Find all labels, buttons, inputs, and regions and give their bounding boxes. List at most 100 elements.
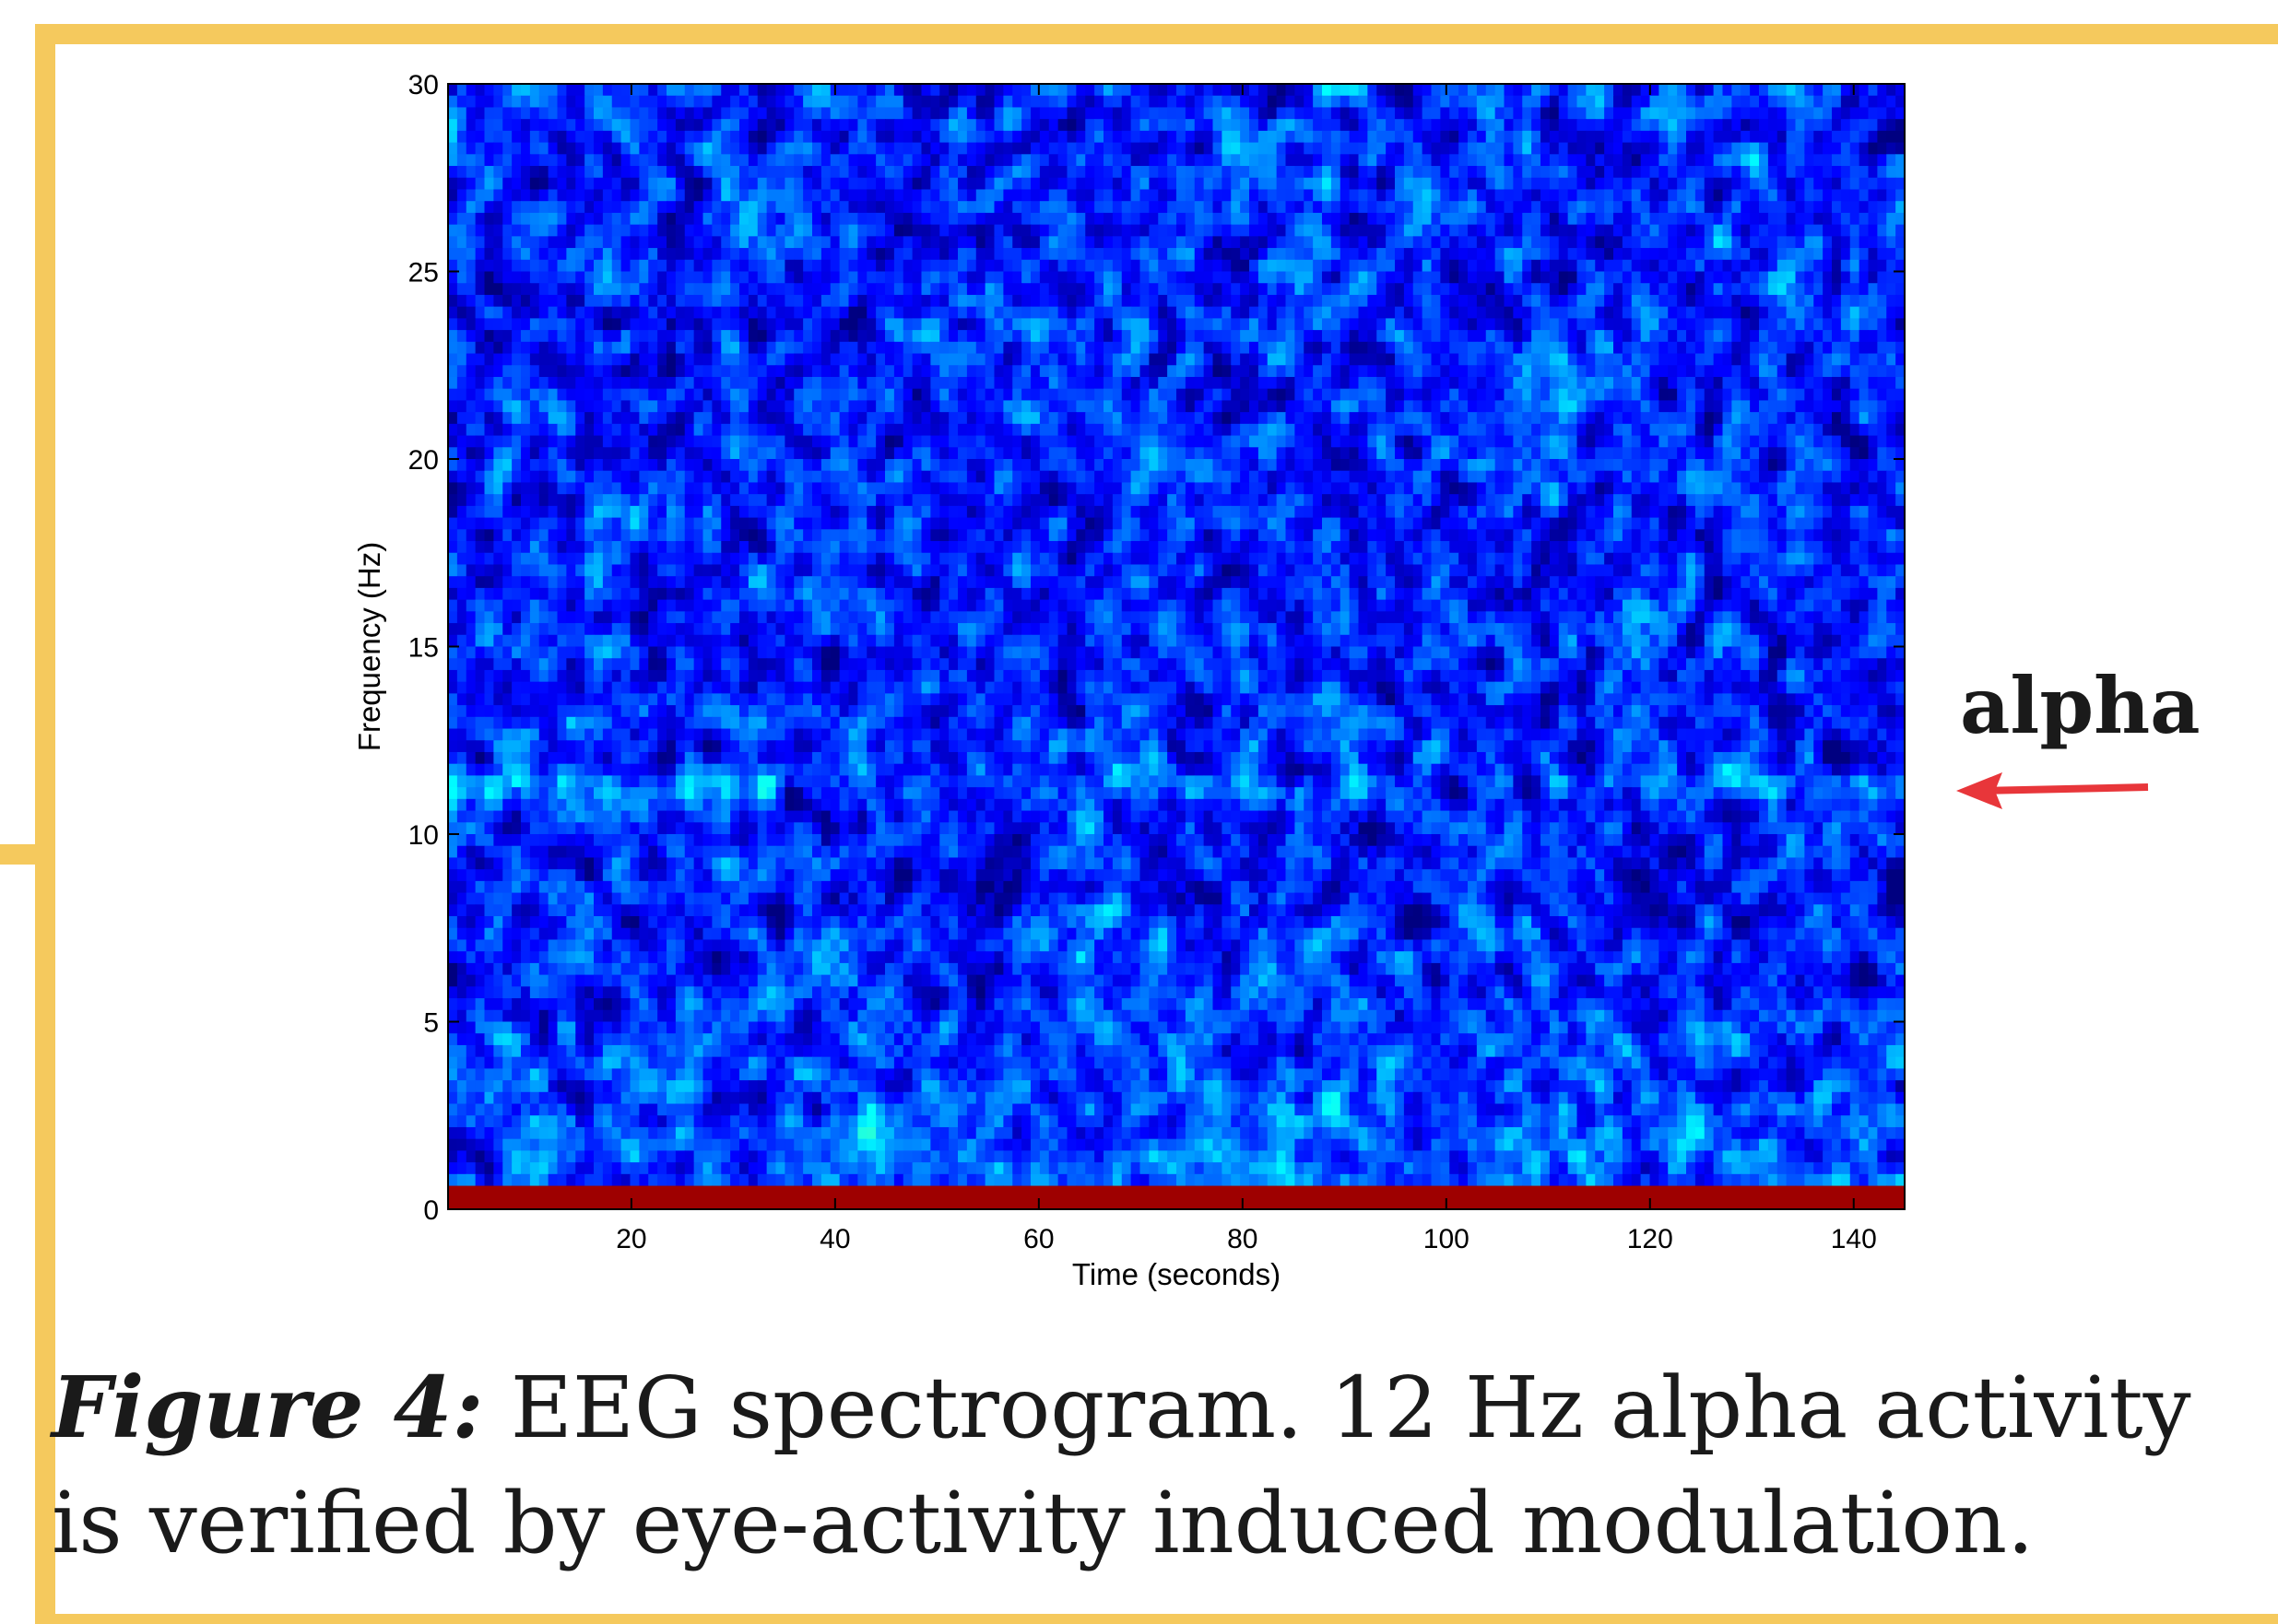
heatmap-cell xyxy=(620,95,631,109)
heatmap-cell xyxy=(1112,142,1123,155)
heatmap-cell xyxy=(1767,412,1778,425)
heatmap-cell xyxy=(885,388,895,402)
heatmap-cell xyxy=(803,248,813,261)
heatmap-cell xyxy=(667,166,677,179)
heatmap-cell xyxy=(949,435,959,448)
heatmap-cell xyxy=(630,400,640,413)
heatmap-cell xyxy=(566,259,576,273)
heatmap-cell xyxy=(1750,84,1760,97)
heatmap-cell xyxy=(1741,435,1751,448)
heatmap-cell xyxy=(1786,95,1797,109)
heatmap-cell xyxy=(575,353,585,366)
heatmap-cell xyxy=(611,259,622,273)
heatmap-cell xyxy=(648,400,658,413)
heatmap-cell xyxy=(985,236,996,249)
heatmap-cell xyxy=(1604,294,1614,308)
heatmap-cell xyxy=(1895,306,1906,319)
heatmap-cell xyxy=(1849,107,1860,120)
heatmap-cell xyxy=(1121,166,1132,179)
heatmap-cell xyxy=(594,306,604,319)
heatmap-cell xyxy=(1176,166,1186,179)
heatmap-cell xyxy=(566,423,576,437)
heatmap-cell xyxy=(803,388,813,402)
heatmap-cell xyxy=(1422,306,1433,319)
heatmap-cell xyxy=(1231,353,1241,366)
heatmap-cell xyxy=(1513,95,1523,109)
heatmap-cell xyxy=(893,236,904,249)
heatmap-cell xyxy=(1149,423,1159,437)
heatmap-cell xyxy=(1112,189,1123,202)
heatmap-cell xyxy=(1795,271,1805,284)
heatmap-cell xyxy=(575,177,585,191)
heatmap-cell xyxy=(1713,400,1724,413)
heatmap-cell xyxy=(912,271,923,284)
heatmap-cell xyxy=(675,283,686,296)
heatmap-cell xyxy=(1003,154,1013,167)
heatmap-cell xyxy=(1686,224,1696,237)
heatmap-cell xyxy=(684,318,695,331)
heatmap-cell xyxy=(820,248,832,261)
heatmap-cell xyxy=(775,400,785,413)
heatmap-cell xyxy=(930,130,940,144)
heatmap-cell xyxy=(1257,283,1269,296)
heatmap-cell xyxy=(921,283,931,296)
heatmap-cell xyxy=(1194,271,1205,284)
heatmap-cell xyxy=(1139,142,1150,155)
heatmap-cell xyxy=(1176,236,1186,249)
heatmap-cell xyxy=(1895,318,1906,331)
heatmap-cell xyxy=(1823,201,1833,214)
heatmap-cell xyxy=(921,212,931,226)
heatmap-cell xyxy=(667,119,677,132)
heatmap-cell xyxy=(566,330,576,343)
heatmap-cell xyxy=(939,130,950,144)
heatmap-cell xyxy=(876,318,886,331)
heatmap-cell xyxy=(1804,294,1814,308)
heatmap-cell xyxy=(775,330,785,343)
heatmap-cell xyxy=(529,189,540,202)
heatmap-cell xyxy=(1668,341,1678,355)
heatmap-cell xyxy=(594,447,604,460)
heatmap-cell xyxy=(484,412,494,425)
heatmap-cell xyxy=(1741,365,1751,378)
heatmap-cell xyxy=(1567,154,1578,167)
heatmap-cell xyxy=(949,166,959,179)
heatmap-cell xyxy=(1823,95,1833,109)
heatmap-cell xyxy=(1776,341,1788,355)
heatmap-cell xyxy=(493,365,503,378)
heatmap-cell xyxy=(1640,224,1651,237)
heatmap-cell xyxy=(566,166,576,179)
heatmap-cell xyxy=(721,142,731,155)
heatmap-cell xyxy=(448,224,458,237)
heatmap-cell xyxy=(1185,212,1196,226)
heatmap-cell xyxy=(1485,365,1496,378)
heatmap-cell xyxy=(1185,353,1196,366)
heatmap-cell xyxy=(1313,388,1323,402)
heatmap-cell xyxy=(1886,142,1896,155)
heatmap-cell xyxy=(1176,294,1186,308)
heatmap-cell xyxy=(1386,330,1396,343)
heatmap-cell xyxy=(1285,201,1295,214)
heatmap-cell xyxy=(785,412,795,425)
heatmap-cell xyxy=(885,353,895,366)
heatmap-cell xyxy=(1823,236,1833,249)
heatmap-cell xyxy=(985,95,996,109)
heatmap-cell xyxy=(1422,224,1433,237)
heatmap-cell xyxy=(1750,177,1760,191)
heatmap-cell xyxy=(1767,388,1778,402)
heatmap-cell xyxy=(748,236,759,249)
heatmap-cell xyxy=(1722,423,1732,437)
heatmap-cell xyxy=(1367,177,1377,191)
heatmap-cell xyxy=(820,423,832,437)
heatmap-cell xyxy=(1540,400,1551,413)
heatmap-cell xyxy=(1231,259,1241,273)
heatmap-cell xyxy=(1304,84,1314,97)
heatmap-cell xyxy=(1304,412,1314,425)
heatmap-cell xyxy=(1840,388,1851,402)
heatmap-cell xyxy=(1249,236,1259,249)
heatmap-cell xyxy=(1104,142,1114,155)
heatmap-cell xyxy=(885,84,895,97)
heatmap-cell xyxy=(921,95,931,109)
heatmap-cell xyxy=(693,447,704,460)
heatmap-cell xyxy=(1813,154,1824,167)
heatmap-cell xyxy=(794,376,804,390)
